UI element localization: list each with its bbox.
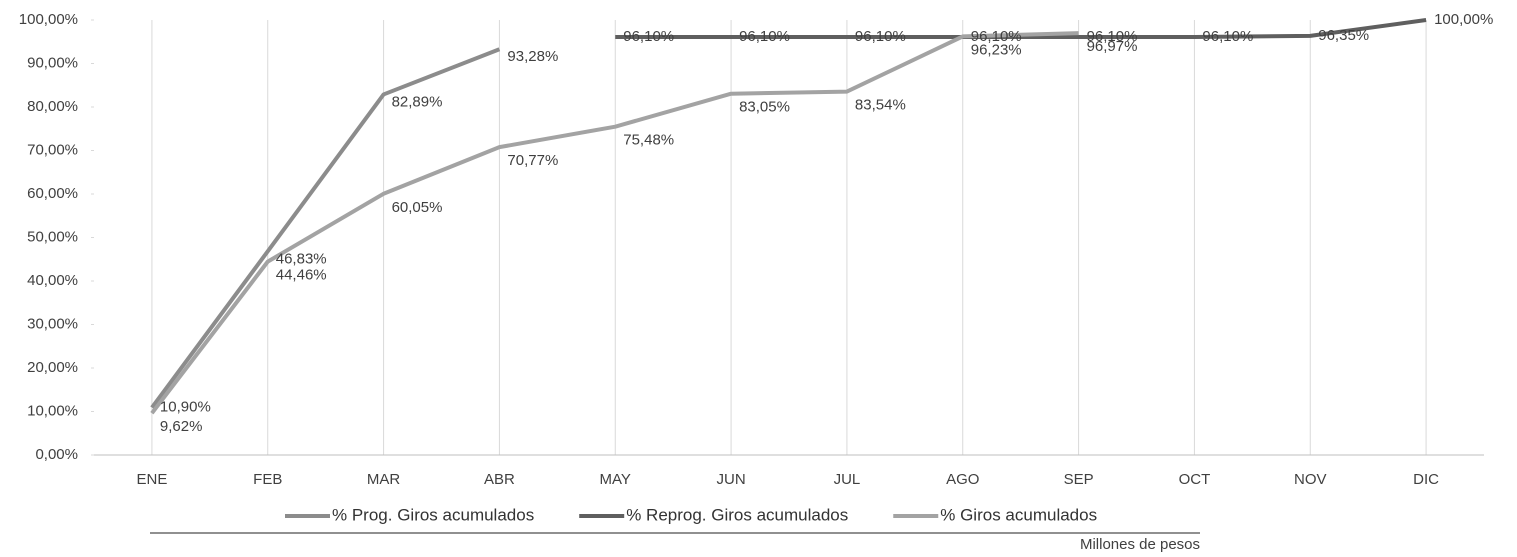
x-tick-label: JUN [716,471,745,488]
data-label: 93,28% [507,48,558,65]
data-label: 44,46% [276,267,327,284]
series-line [150,31,1079,415]
legend-label: % Prog. Giros acumulados [332,505,534,524]
legend-label: % Reprog. Giros acumulados [626,505,848,524]
data-label: 96,10% [623,28,674,45]
data-label: 10,90% [160,399,211,416]
data-label: 83,05% [739,99,790,116]
x-tick-label: FEB [253,471,282,488]
data-label: 96,10% [855,28,906,45]
x-tick-label: JUL [834,471,861,488]
data-label: 96,23% [971,41,1022,58]
y-tick-label: 70,00% [27,141,78,158]
data-label: 60,05% [392,199,443,216]
data-label: 96,10% [1202,28,1253,45]
y-tick-label: 90,00% [27,54,78,71]
x-tick-label: MAR [367,471,401,488]
series-line [150,47,501,409]
note: Millones de pesos [1080,536,1200,553]
y-tick-label: 10,00% [27,402,78,419]
y-tick-label: 30,00% [27,315,78,332]
data-label: 96,35% [1318,27,1369,44]
data-label: 70,77% [507,152,558,169]
y-tick-label: 40,00% [27,272,78,289]
data-label: 100,00% [1434,11,1493,28]
x-tick-label: OCT [1179,471,1211,488]
x-tick-label: AGO [946,471,979,488]
legend-label: % Giros acumulados [940,505,1097,524]
data-label: 96,10% [739,28,790,45]
data-label: 83,54% [855,97,906,114]
x-tick-label: ABR [484,471,515,488]
y-tick-label: 60,00% [27,185,78,202]
x-tick-label: SEP [1064,471,1094,488]
data-label: 96,10% [971,28,1022,45]
data-label: 9,62% [160,418,203,435]
data-label: 96,10% [1087,28,1138,45]
y-tick-label: 100,00% [19,11,78,28]
data-label: 46,83% [276,250,327,267]
data-label: 75,48% [623,132,674,149]
x-tick-label: DIC [1413,471,1439,488]
y-tick-label: 50,00% [27,228,78,245]
y-tick-label: 80,00% [27,98,78,115]
y-tick-label: 20,00% [27,359,78,376]
x-tick-label: NOV [1294,471,1327,488]
x-tick-label: MAY [600,471,631,488]
y-tick-label: 0,00% [35,446,78,463]
data-label: 96,97% [1087,38,1138,55]
data-label: 82,89% [392,93,443,110]
series-line [615,18,1427,39]
x-tick-label: ENE [136,471,167,488]
